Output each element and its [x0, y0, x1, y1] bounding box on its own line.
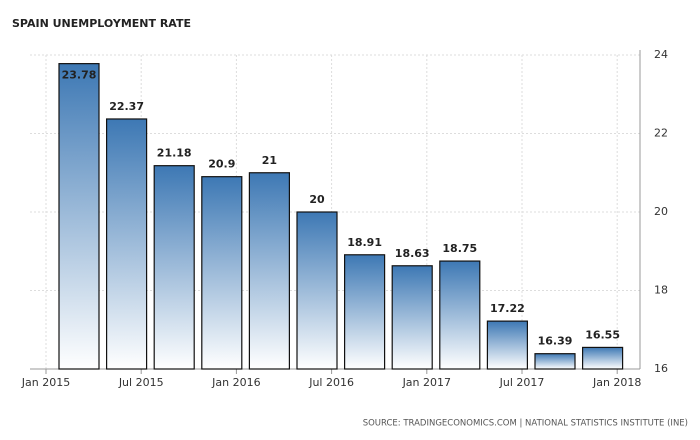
y-tick-label: 20 — [654, 205, 668, 218]
x-tick-label: Jul 2016 — [308, 376, 354, 389]
bar — [344, 254, 386, 370]
chart-title: SPAIN UNEMPLOYMENT RATE — [12, 17, 191, 30]
bar — [105, 118, 148, 370]
bar — [439, 260, 481, 370]
bar — [248, 172, 290, 370]
y-tick-label: 24 — [654, 48, 668, 61]
x-tick-label: Jul 2017 — [499, 376, 545, 389]
value-label: 16.55 — [585, 328, 620, 341]
y-tick-label: 18 — [654, 284, 668, 297]
x-tick-label: Jan 2017 — [402, 376, 451, 389]
source: SOURCE: TRADINGECONOMICS.COM | NATIONAL … — [363, 419, 688, 429]
bar — [153, 165, 195, 370]
y-tick-label: 22 — [654, 127, 668, 140]
x-tick-label: Jan 2015 — [21, 376, 70, 389]
value-label: 18.91 — [347, 236, 382, 249]
value-label: 18.75 — [442, 242, 477, 255]
bar — [391, 265, 433, 370]
bar — [534, 353, 576, 370]
value-label: 22.37 — [109, 100, 144, 113]
bar — [296, 211, 338, 370]
value-label: 21.18 — [157, 147, 192, 160]
bar — [486, 320, 528, 370]
value-label: 16.39 — [538, 335, 573, 348]
value-label: 18.63 — [395, 247, 430, 260]
value-label: 17.22 — [490, 302, 525, 315]
bar — [201, 176, 243, 370]
value-label: 20.9 — [208, 158, 235, 171]
x-tick-label: Jan 2016 — [211, 376, 260, 389]
y-tick-label: 16 — [654, 362, 668, 375]
value-label: 23.78 — [62, 69, 97, 82]
value-label: 21 — [262, 154, 277, 167]
x-tick-label: Jan 2018 — [592, 376, 641, 389]
x-tick-label: Jul 2015 — [118, 376, 164, 389]
bar — [581, 346, 624, 370]
value-label: 20 — [309, 193, 325, 206]
bar — [58, 63, 100, 370]
